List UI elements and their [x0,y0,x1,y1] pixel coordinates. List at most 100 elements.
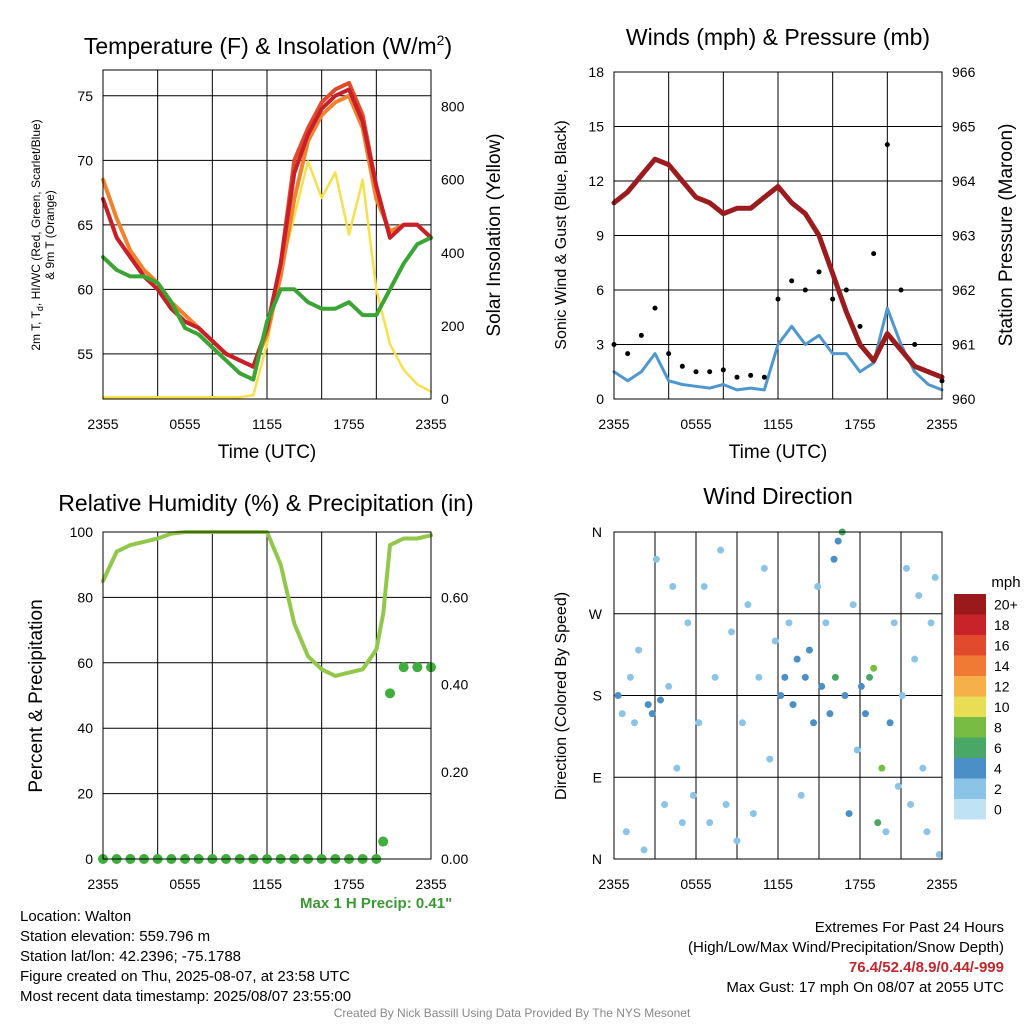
temperature-ylabel: 2m T, Td, HI/WC (Red, Green, Scarlet/Blu… [29,119,45,350]
y-tick-label: 12 [588,173,604,189]
winds-title: Winds (mph) & Pressure (mb) [626,24,930,50]
direction-point [882,828,890,836]
direction-point [749,810,757,818]
legend-swatch [954,655,986,676]
humidity-line [101,530,433,678]
direction-point [722,801,730,808]
legend-label: 16 [994,637,1010,653]
station-location: Location: Walton [20,908,132,925]
gust-point [912,342,918,347]
temperature-grid [103,70,431,399]
x-tick-label: 1155 [252,416,282,432]
x-tick-label: 2355 [87,876,118,892]
legend-swatch [954,778,986,799]
y-tick-label: 55 [77,346,93,362]
legend-label: 0 [994,801,1002,817]
legend-swatch [954,799,986,820]
y2-tick-label: 962 [952,282,976,298]
x-tick-label: 1155 [763,876,793,892]
gust-point [843,287,849,293]
y2-tick-label: 966 [952,64,976,80]
y-tick-label: 9 [596,228,604,244]
direction-point [805,646,813,654]
humidity-title: Relative Humidity (%) & Precipitation (i… [58,490,473,516]
legend-swatch [954,614,986,635]
extremes-heading: Extremes For Past 24 Hours [814,919,1004,936]
extremes-subheading: (High/Low/Max Wind/Precipitation/Snow De… [688,939,1004,956]
y-tick-label: 75 [77,88,93,104]
gust-point [693,369,699,375]
direction-point [652,555,660,563]
sonic-wind-line [612,306,944,392]
y-tick-label: 18 [588,64,604,80]
direction-point [927,619,935,627]
legend-label: 20+ [994,596,1018,612]
x-tick-label: 0555 [680,416,711,432]
temperature-left-ticks: 55 60 65 70 75 [77,88,93,362]
y-tick-label: 60 [77,281,93,297]
gust-point [775,296,781,302]
precip-point [398,662,409,673]
direction-point [935,850,943,858]
direction-point [626,673,634,681]
direction-point [870,664,878,672]
insolation-ylabel: Solar Insolation (Yellow) [484,133,505,336]
direction-point [919,764,927,772]
gust-point [748,372,754,378]
y2-tick-label: 961 [952,337,976,353]
direction-point [907,801,915,808]
direction-point [777,692,785,699]
x-tick-label: 1755 [844,416,875,432]
direction-point [733,837,741,845]
direction-point [826,710,834,718]
station-latlon: Station lat/lon: 42.2396; -75.1788 [20,948,242,965]
gust-point [830,296,836,302]
temperature-series [101,80,433,399]
legend-swatch [954,635,986,656]
y2-tick-label: 600 [441,172,465,188]
direction-point [695,719,703,727]
pressure-ylabel: Station Pressure (Maroon) [996,124,1017,347]
pressure-line [611,156,945,380]
direction-point [923,828,931,836]
precip-point [412,662,423,673]
legend-label: 4 [994,760,1002,776]
x-tick-label: 0555 [169,416,200,432]
temperature-right-ticks: 0 200 400 600 800 [441,99,465,407]
gust-point [789,278,795,284]
direction-point [810,719,818,727]
direction-point [744,601,752,609]
y2-tick-label: 200 [441,318,465,334]
temperature-xlabel: Time (UTC) [218,442,317,463]
direction-tick-label: N [592,524,602,540]
direction-point [915,592,923,600]
winds-panel: Winds (mph) & Pressure (mb) 2355 0555 1155… [553,24,1017,463]
y2-tick-label: 400 [441,245,465,261]
y-tick-label: 40 [77,720,93,736]
gust-point [898,287,904,293]
direction-point [814,583,822,590]
winds-plot-frame [613,71,943,400]
direction-point [890,619,898,627]
y-tick-label: 65 [77,217,93,233]
station-elevation: Station elevation: 559.796 m [20,928,211,945]
direction-title: Wind Direction [703,483,853,509]
max-gust: Max Gust: 17 mph On 08/07 at 2055 UTC [726,979,1004,996]
direction-point [766,755,774,763]
y-tick-label: 6 [596,282,604,298]
gust-point [652,305,658,311]
direction-point [631,719,638,727]
direction-point [878,764,886,772]
humidity-grid [103,532,431,859]
extremes-values: 76.4/52.4/8.9/0.44/-999 [848,959,1004,976]
direction-tick-label: W [589,606,603,622]
direction-point [845,810,853,818]
direction-series [614,528,943,858]
x-tick-label: 1755 [333,416,364,432]
y2-tick-label: 0.00 [441,851,468,867]
direction-point [656,696,664,704]
direction-point [728,628,736,636]
gust-point [625,351,631,357]
direction-point [886,719,894,727]
y-tick-label: 80 [77,589,93,605]
